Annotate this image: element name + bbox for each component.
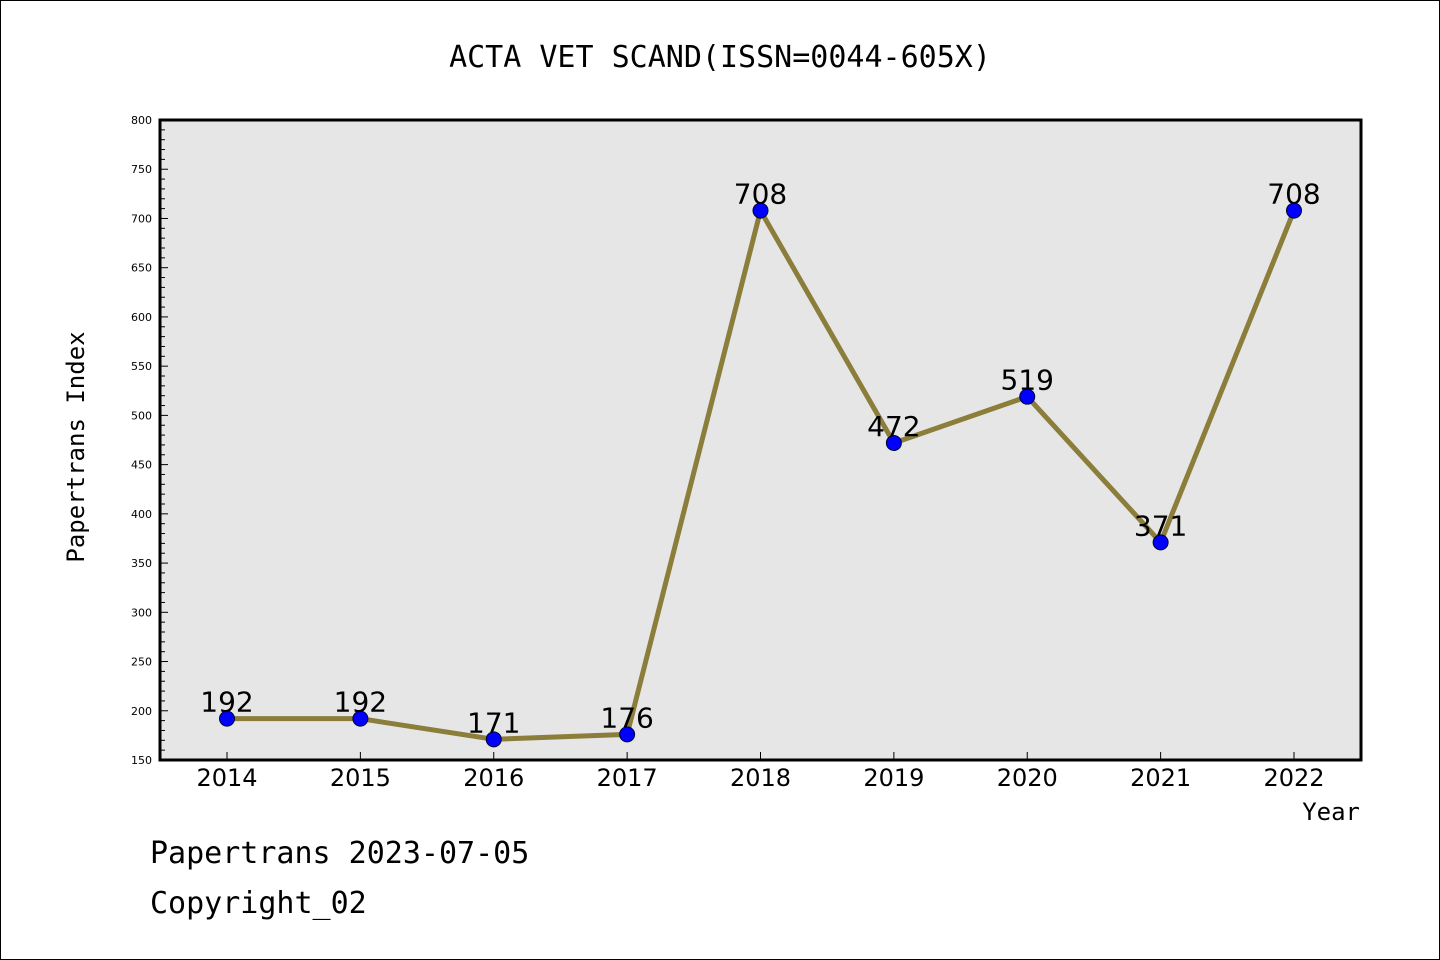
data-labels: 192 192 171 176 708 472 519 371 708 [200, 178, 1320, 740]
plot-area [158, 118, 1363, 762]
y-tick-label: 250 [131, 656, 152, 669]
data-label: 472 [867, 410, 920, 443]
data-point [752, 202, 769, 219]
data-point [1152, 534, 1169, 551]
data-point [219, 710, 235, 727]
x-tick-label: 2017 [597, 764, 658, 792]
series [219, 202, 1302, 748]
x-axis-title: Year [1302, 798, 1360, 826]
x-tick-label: 2020 [997, 764, 1058, 792]
y-tick-label: 200 [131, 705, 152, 718]
y-tick-label: 700 [131, 212, 152, 225]
data-label: 176 [600, 701, 653, 734]
data-label: 371 [1134, 509, 1187, 542]
y-tick-label: 550 [131, 360, 152, 373]
x-axis: 2014 2015 2016 2017 2018 2019 2020 2021 2022 [196, 752, 1325, 792]
copyright-footer: Copyright_02 [150, 886, 367, 921]
y-tick-label: 450 [131, 459, 152, 472]
chart-title: ACTA VET SCAND(ISSN=0044-605X) [449, 40, 991, 75]
y-tick-label: 350 [131, 557, 152, 570]
data-point [1286, 202, 1302, 219]
x-tick-label: 2022 [1263, 764, 1324, 792]
x-tick-label: 2021 [1130, 764, 1191, 792]
source-footer: Papertrans 2023-07-05 [150, 836, 530, 871]
y-tick-label: 600 [131, 311, 152, 324]
data-point [485, 731, 502, 748]
data-label: 519 [1001, 364, 1054, 397]
y-tick-label: 150 [131, 754, 152, 767]
x-tick-label: 2019 [863, 764, 924, 792]
y-tick-label: 400 [131, 508, 152, 521]
y-axis-title: Papertrans Index [62, 331, 90, 562]
data-point [1019, 388, 1036, 405]
y-tick-label: 650 [131, 262, 152, 275]
y-tick-label: 800 [131, 114, 152, 127]
x-tick-label: 2015 [330, 764, 391, 792]
x-tick-label: 2016 [463, 764, 524, 792]
data-point [619, 726, 636, 743]
data-label: 708 [1267, 178, 1320, 211]
y-tick-label: 750 [131, 163, 152, 176]
data-label: 171 [467, 706, 520, 739]
x-tick-label: 2014 [196, 764, 257, 792]
data-label: 192 [200, 686, 253, 719]
x-tick-label: 2018 [730, 764, 791, 792]
data-point [885, 434, 902, 451]
data-label: 708 [734, 178, 787, 211]
y-tick-label: 500 [131, 409, 152, 422]
y-tick-label: 300 [131, 606, 152, 619]
data-label: 192 [334, 686, 387, 719]
data-point [352, 710, 369, 727]
y-axis: 150 200 250 300 350 400 450 500 550 600 650 700 750 8… [131, 114, 168, 767]
